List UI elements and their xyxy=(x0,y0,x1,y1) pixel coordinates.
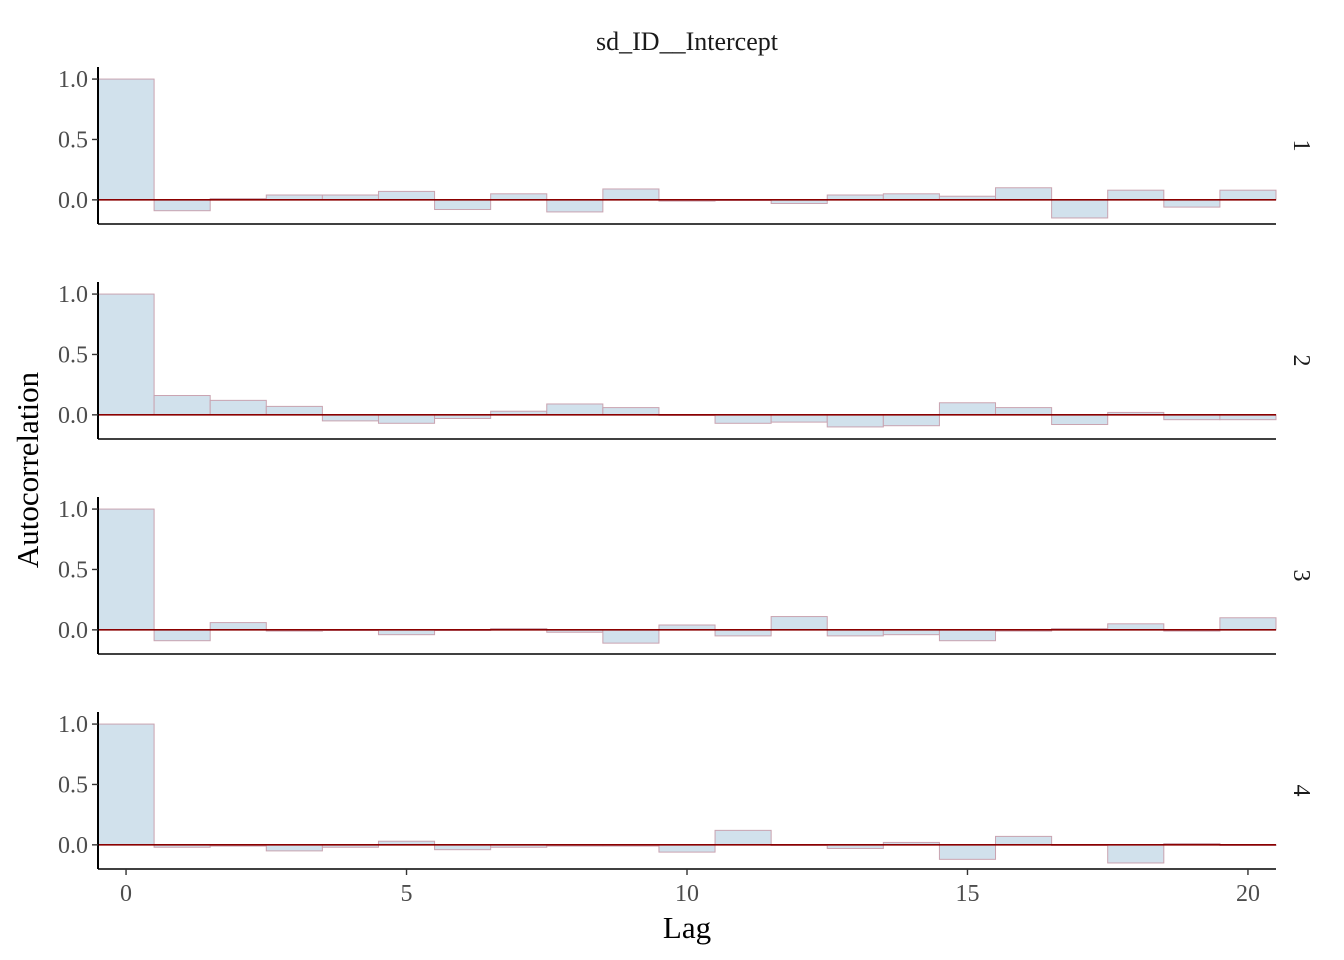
facet-panel-2: 0.0 0.5 1.0 2 xyxy=(58,282,1314,440)
acf-bar-1-lag-20 xyxy=(1219,189,1277,201)
acf-bar-1-lag-0 xyxy=(97,78,155,201)
y-tick-label-1-0: 0.0 xyxy=(58,188,88,214)
y-tick-label-3-1: 0.5 xyxy=(58,557,88,583)
acf-bar-1-lag-7 xyxy=(490,193,548,201)
acf-bar-3-lag-0 xyxy=(97,508,155,631)
acf-bar-3-lag-13 xyxy=(826,629,884,637)
y-axis-title: Autocorrelation xyxy=(10,371,45,568)
y-tick-label-4-2: 1.0 xyxy=(58,712,88,738)
acf-bar-3-lag-9 xyxy=(602,629,660,644)
acf-bar-2-lag-12 xyxy=(770,414,828,423)
acf-bar-3-lag-15 xyxy=(938,629,997,642)
facet-panels: 0.0 0.5 1.0 1 0.0 0.5 1.0 2 0.0 0.5 1.0 3 0.0 0.5 1.0 4 xyxy=(58,67,1314,870)
y-tick-label-2-1: 0.5 xyxy=(58,342,88,368)
y-tick-label-4-1: 0.5 xyxy=(58,772,88,798)
acf-bar-4-lag-15 xyxy=(938,844,997,860)
acf-bar-2-lag-4 xyxy=(321,414,379,422)
y-tick-label-3-2: 1.0 xyxy=(58,497,88,523)
acf-bar-3-lag-20 xyxy=(1219,617,1277,631)
acf-bar-4-lag-10 xyxy=(658,844,716,853)
acf-bar-3-lag-12 xyxy=(770,616,828,631)
facet-panel-3: 0.0 0.5 1.0 3 xyxy=(58,497,1314,655)
acf-bar-2-lag-17 xyxy=(1051,414,1109,426)
acf-bar-2-lag-3 xyxy=(265,405,323,416)
y-tick-label-3-0: 0.0 xyxy=(58,618,88,644)
acf-bar-3-lag-1 xyxy=(153,629,211,642)
facet-panel-4: 0.0 0.5 1.0 4 xyxy=(58,712,1314,870)
facet-panel-1: 0.0 0.5 1.0 1 xyxy=(58,67,1314,225)
y-tick-label-1-2: 1.0 xyxy=(58,67,88,93)
acf-bar-2-lag-5 xyxy=(377,414,436,424)
acf-bar-2-lag-13 xyxy=(826,414,884,428)
acf-bar-2-lag-0 xyxy=(97,293,155,416)
acf-bar-1-lag-1 xyxy=(153,199,211,212)
acf-bar-1-lag-9 xyxy=(602,188,660,201)
acf-bar-1-lag-5 xyxy=(377,190,436,201)
acf-bar-2-lag-8 xyxy=(546,403,604,416)
acf-bar-1-lag-16 xyxy=(995,187,1053,201)
acf-bar-4-lag-0 xyxy=(97,723,155,846)
x-tick-label-1: 5 xyxy=(401,881,413,907)
x-axis: 0 5 10 15 20 xyxy=(120,869,1260,907)
acf-bar-2-lag-9 xyxy=(602,407,660,416)
acf-bar-3-lag-18 xyxy=(1107,623,1165,631)
y-tick-label-4-0: 0.0 xyxy=(58,833,88,859)
acf-bar-2-lag-11 xyxy=(714,414,772,424)
acf-bar-4-lag-3 xyxy=(265,844,323,852)
x-tick-label-2: 10 xyxy=(675,881,699,907)
x-tick-label-3: 15 xyxy=(955,881,979,907)
facet-strip-label-2: 2 xyxy=(1288,355,1314,367)
facet-strip-label-4: 4 xyxy=(1288,785,1314,797)
acf-bar-3-lag-11 xyxy=(714,629,772,637)
x-tick-label-0: 0 xyxy=(120,881,132,907)
acf-bar-1-lag-18 xyxy=(1107,189,1165,201)
y-tick-label-2-0: 0.0 xyxy=(58,403,88,429)
acf-bar-3-lag-2 xyxy=(209,622,267,631)
acf-bar-1-lag-8 xyxy=(546,199,604,213)
chart-title: sd_ID__Intercept xyxy=(596,27,779,56)
acf-bar-2-lag-15 xyxy=(938,402,997,416)
x-tick-label-4: 20 xyxy=(1236,881,1260,907)
y-tick-label-2-2: 1.0 xyxy=(58,282,88,308)
acf-bar-4-lag-16 xyxy=(995,835,1053,846)
acf-bar-1-lag-6 xyxy=(434,199,492,211)
acf-bar-2-lag-14 xyxy=(882,414,940,427)
facet-strip-label-1: 1 xyxy=(1288,140,1314,152)
y-tick-label-1-1: 0.5 xyxy=(58,127,88,153)
acf-bar-2-lag-1 xyxy=(153,395,211,416)
acf-bar-4-lag-11 xyxy=(714,829,772,846)
acf-bar-2-lag-16 xyxy=(995,407,1053,416)
acf-bar-4-lag-18 xyxy=(1107,844,1165,864)
facet-strip-label-3: 3 xyxy=(1288,570,1314,582)
acf-bar-2-lag-2 xyxy=(209,399,267,416)
acf-bar-1-lag-17 xyxy=(1051,199,1109,219)
acf-bar-1-lag-14 xyxy=(882,193,940,201)
x-axis-title: Lag xyxy=(663,910,711,945)
acf-bar-1-lag-19 xyxy=(1163,199,1221,208)
